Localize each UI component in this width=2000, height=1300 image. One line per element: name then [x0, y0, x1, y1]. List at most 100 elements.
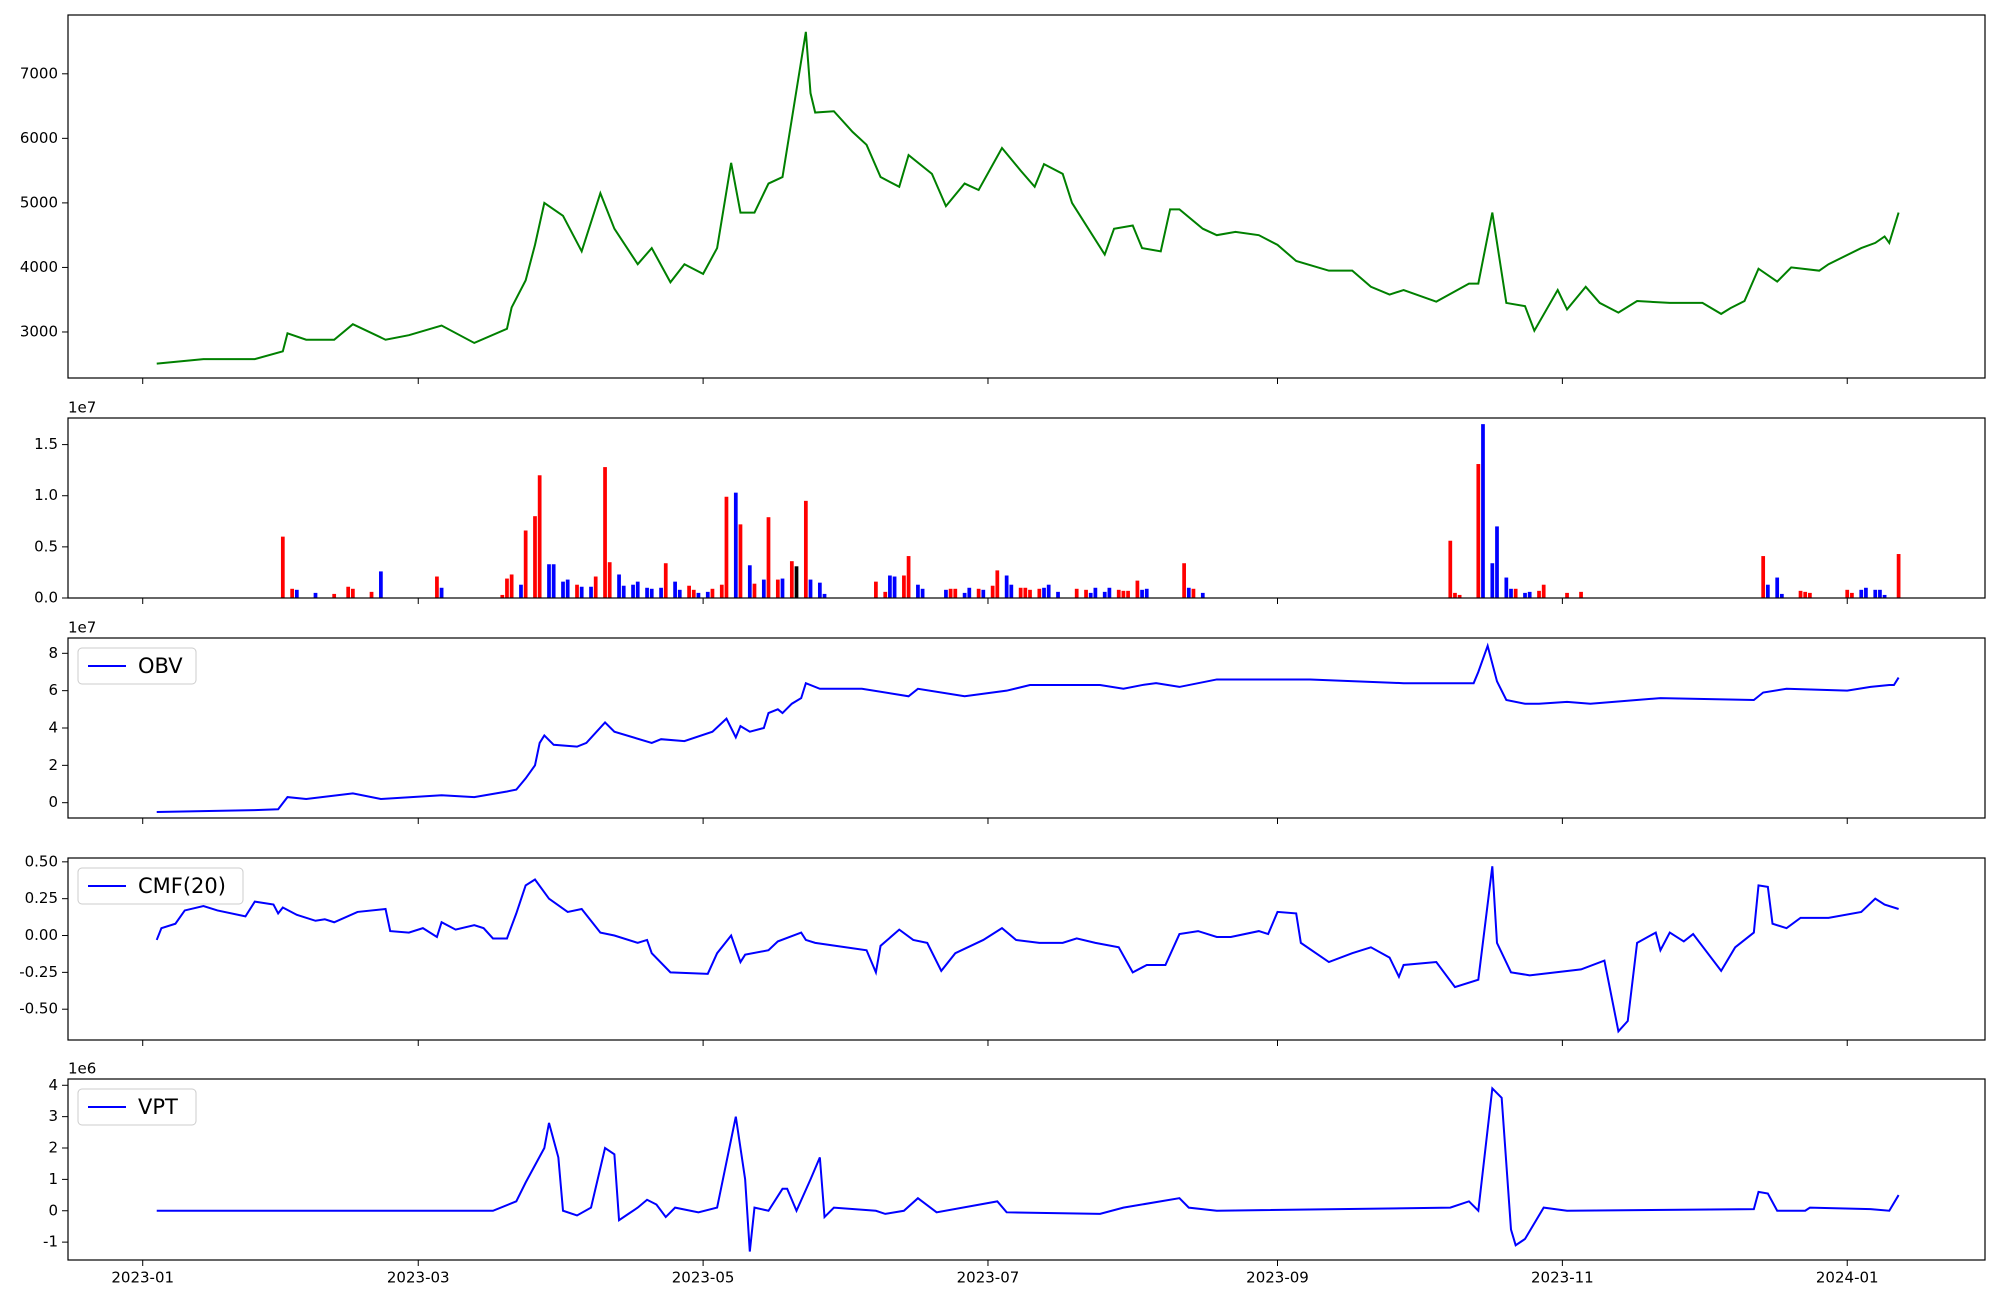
- volume-bar: [290, 588, 295, 598]
- legend-label: VPT: [138, 1095, 178, 1119]
- volume-bar: [1565, 592, 1569, 598]
- volume-bar: [976, 588, 981, 598]
- volume-bar: [1513, 588, 1518, 598]
- y-offset-label: 1e7: [68, 619, 96, 637]
- volume-bar: [990, 585, 995, 598]
- series-line: [156, 642, 1900, 814]
- y-tick-label: 4000: [20, 258, 58, 276]
- volume-bar: [537, 475, 542, 598]
- volume-bar: [519, 584, 523, 598]
- volume-bar: [789, 561, 794, 598]
- y-tick-label: 4: [48, 719, 58, 737]
- volume-bar: [817, 582, 822, 598]
- volume-bar: [313, 592, 318, 598]
- panel: -1 0 1 2 3 4 1e6 2023-01 2023-03 2023-05 2023-07 20…: [43, 1060, 1986, 1287]
- volume-bar: [1009, 584, 1014, 598]
- volume-bar: [1775, 577, 1780, 598]
- legend-box: [77, 647, 197, 685]
- x-tick-label: 2023-05: [672, 1269, 735, 1287]
- volume-bar: [649, 588, 654, 598]
- volume-bar: [775, 579, 780, 598]
- y-offset-label: 1e6: [68, 1060, 96, 1078]
- y-tick-label: -0.50: [19, 1000, 58, 1018]
- plot-frame: [67, 417, 1986, 599]
- volume-bar: [710, 588, 715, 598]
- volume-bar: [1004, 575, 1009, 598]
- volume-bar: [906, 556, 911, 598]
- y-tick-label: 1.0: [34, 486, 58, 504]
- volume-bar: [350, 588, 355, 598]
- panel: 0.0 0.5 1.0 1.5 1e7: [34, 399, 1986, 607]
- volume-bar: [505, 578, 509, 598]
- volume-bar: [724, 496, 729, 598]
- volume-bar: [635, 581, 640, 598]
- volume-bar: [1873, 589, 1878, 598]
- volume-bar: [1102, 591, 1107, 598]
- volume-bar: [561, 581, 565, 598]
- volume-bar: [1144, 588, 1149, 598]
- volume-bar: [565, 579, 570, 598]
- volume-bar: [551, 564, 556, 598]
- volume-bar: [981, 589, 986, 598]
- volume-bar: [1448, 540, 1453, 598]
- volume-bar: [589, 586, 593, 598]
- volume-bar: [645, 587, 649, 598]
- volume-bar: [1028, 589, 1032, 598]
- volume-bar: [593, 576, 598, 598]
- volume-bar: [1859, 589, 1864, 598]
- volume-bar: [1107, 587, 1112, 598]
- x-tick-label: 2023-03: [387, 1269, 450, 1287]
- x-tick-label: 2023-01: [111, 1269, 174, 1287]
- volume-bar: [794, 566, 799, 598]
- volume-bar: [948, 588, 953, 598]
- volume-bar: [738, 524, 743, 598]
- legend-box: [77, 867, 244, 905]
- volume-bar: [953, 588, 958, 598]
- volume-bar: [1808, 592, 1812, 598]
- volume-bar: [1896, 554, 1901, 598]
- volume-bar: [705, 591, 710, 598]
- volume-bar: [747, 565, 752, 598]
- volume-bar: [1116, 589, 1121, 598]
- volume-bar: [523, 530, 528, 598]
- volume-bar: [1537, 590, 1541, 598]
- volume-bar: [920, 588, 925, 598]
- volume-bar: [803, 500, 808, 598]
- volume-bar: [1803, 591, 1808, 598]
- volume-bar: [1476, 464, 1481, 598]
- y-tick-label: 2: [48, 756, 58, 774]
- volume-bar: [719, 584, 724, 598]
- panel: -0.50 -0.25 0.00 0.25 0.50 CMF(20): [19, 852, 1986, 1046]
- legend-box: [77, 1088, 197, 1126]
- y-tick-label: 0.0: [34, 589, 58, 607]
- volume-bar: [1504, 577, 1509, 598]
- legend-label: CMF(20): [138, 874, 226, 898]
- volume-bar: [607, 562, 612, 598]
- volume-bar: [1779, 593, 1784, 598]
- volume-bar: [1088, 592, 1093, 598]
- x-tick-label: 2023-09: [1246, 1269, 1309, 1287]
- volume-bar: [1882, 594, 1887, 598]
- volume-bar: [509, 574, 514, 598]
- volume-bar: [1495, 526, 1499, 598]
- plot-frame: [67, 637, 1986, 819]
- y-tick-label: 3: [48, 1107, 58, 1125]
- y-tick-label: -1: [43, 1233, 58, 1251]
- y-tick-label: 3000: [20, 322, 58, 340]
- y-tick-label: 2: [48, 1139, 58, 1157]
- volume-bar: [603, 467, 607, 598]
- volume-bar: [1121, 590, 1126, 598]
- volume-bar: [1541, 584, 1546, 598]
- plot-frame: [67, 857, 1986, 1041]
- volume-bar: [435, 576, 439, 598]
- volume-bar: [631, 584, 635, 598]
- volume-bar: [677, 589, 682, 598]
- volume-bar: [621, 585, 626, 598]
- volume-bar: [1084, 589, 1088, 598]
- y-tick-label: 6000: [20, 129, 58, 147]
- y-tick-label: 0.25: [25, 889, 58, 907]
- volume-bar: [294, 589, 299, 598]
- volume-bar: [1191, 588, 1196, 598]
- volume-bar: [902, 575, 906, 598]
